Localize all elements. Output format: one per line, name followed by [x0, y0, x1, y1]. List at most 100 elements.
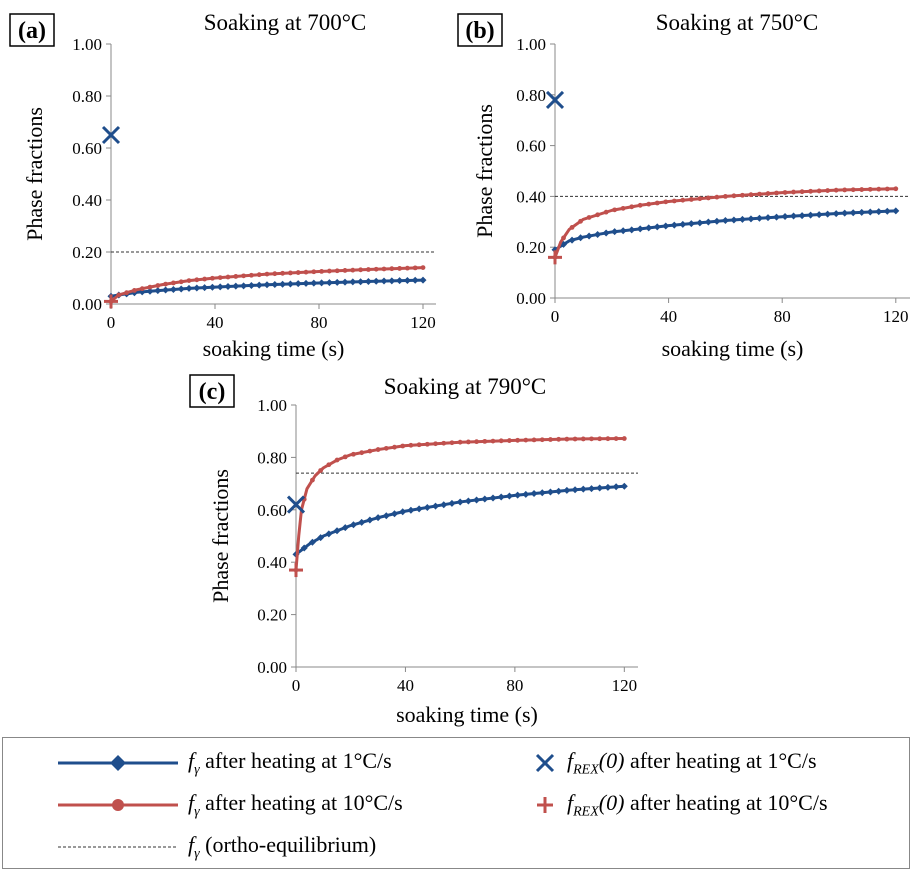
- marker-circle: [884, 186, 890, 192]
- x-tick-label: 80: [774, 307, 791, 326]
- marker-circle: [697, 196, 703, 202]
- marker-diamond: [883, 207, 891, 215]
- marker-circle: [723, 194, 728, 199]
- x-axis-label: soaking time (s): [662, 336, 804, 361]
- y-tick-label: 0.60: [516, 137, 546, 156]
- marker-circle: [765, 191, 771, 196]
- marker-circle: [412, 265, 418, 271]
- marker-circle: [637, 202, 643, 208]
- marker-circle: [334, 457, 340, 463]
- marker-diamond: [390, 510, 398, 518]
- marker-diamond: [596, 484, 604, 492]
- marker-diamond: [798, 212, 806, 220]
- marker-diamond: [169, 285, 177, 293]
- marker-diamond: [670, 221, 678, 229]
- chart-title: Soaking at 750°C: [656, 10, 819, 35]
- legend-swatch-blue-x: [535, 754, 555, 773]
- marker-circle: [680, 197, 686, 203]
- marker-diamond: [747, 215, 755, 223]
- marker-circle: [799, 189, 805, 195]
- marker-diamond: [824, 210, 832, 218]
- marker-circle: [155, 283, 161, 288]
- marker-diamond: [892, 207, 900, 215]
- y-tick-label: 0.40: [516, 187, 546, 206]
- marker-diamond: [286, 280, 294, 288]
- marker-diamond: [374, 514, 382, 522]
- marker-circle: [572, 436, 578, 442]
- marker-diamond: [696, 219, 704, 227]
- marker-circle: [842, 187, 848, 193]
- marker-circle: [613, 436, 619, 442]
- panel-label-box: [189, 374, 235, 408]
- marker-diamond: [388, 277, 396, 285]
- marker-diamond: [279, 280, 287, 288]
- marker-circle: [408, 442, 414, 448]
- marker-diamond: [538, 489, 546, 497]
- marker-circle: [740, 192, 745, 198]
- marker-diamond: [704, 218, 712, 226]
- marker-circle: [241, 273, 247, 279]
- marker-diamond: [255, 281, 263, 289]
- panel-label: (b): [465, 18, 494, 44]
- marker-diamond: [612, 483, 620, 491]
- marker-diamond: [577, 234, 585, 242]
- chart-figure: (a) Soaking at 700°C 0.00 0.20 0.40 0.60 0.80 1…: [9, 10, 910, 727]
- marker-circle: [424, 441, 430, 447]
- marker-diamond: [317, 534, 325, 542]
- marker-circle: [705, 195, 711, 201]
- marker-circle: [233, 274, 239, 279]
- marker-circle: [774, 190, 779, 196]
- panel-label-box: [457, 13, 503, 47]
- y-tick-label: 0.00: [72, 295, 102, 314]
- marker-diamond: [585, 232, 593, 240]
- x-tick-label: 40: [207, 313, 224, 332]
- marker-circle: [482, 438, 488, 444]
- marker-circle: [310, 477, 315, 483]
- marker-diamond: [411, 276, 419, 284]
- marker-circle: [556, 436, 562, 442]
- marker-diamond: [653, 223, 661, 231]
- marker-diamond: [790, 212, 798, 220]
- marker-circle: [539, 437, 545, 443]
- marker-circle: [217, 275, 223, 281]
- x-tick-label: 120: [410, 313, 436, 332]
- marker-diamond: [530, 490, 538, 498]
- marker-diamond: [448, 499, 456, 507]
- marker-circle: [586, 215, 592, 220]
- marker-circle: [280, 270, 285, 276]
- marker-diamond: [162, 286, 170, 294]
- marker-circle: [449, 440, 455, 446]
- marker-circle: [465, 439, 471, 445]
- marker-diamond: [620, 482, 628, 490]
- marker-circle: [397, 266, 402, 271]
- y-tick-label: 1.00: [72, 35, 102, 54]
- marker-circle: [350, 267, 356, 273]
- marker-circle: [264, 271, 270, 277]
- marker-circle: [782, 190, 788, 195]
- marker-diamond: [440, 501, 448, 509]
- marker-diamond: [201, 284, 209, 292]
- legend-swatch-dashed: [58, 846, 178, 848]
- marker-diamond: [154, 287, 162, 295]
- x-tick-label: 120: [883, 307, 909, 326]
- marker-diamond: [177, 285, 185, 293]
- y-tick-label: 0.00: [257, 658, 287, 677]
- marker-diamond: [611, 228, 619, 236]
- marker-circle: [548, 437, 553, 442]
- marker-circle: [342, 454, 348, 460]
- marker-diamond: [781, 213, 789, 221]
- marker-diamond: [679, 220, 687, 228]
- marker-circle: [392, 444, 397, 450]
- chart-panel-2: (b) Soaking at 750°C 0.00 0.20 0.40 0.60 0.80 1…: [457, 10, 910, 361]
- marker-diamond: [522, 490, 530, 498]
- y-tick-label: 0.80: [516, 86, 546, 105]
- x-tick-label: 80: [506, 676, 523, 695]
- marker-diamond: [473, 496, 481, 504]
- marker-circle: [405, 265, 410, 271]
- marker-circle: [367, 448, 373, 454]
- marker-diamond: [563, 486, 571, 494]
- marker-circle: [564, 436, 570, 442]
- marker-diamond: [489, 494, 497, 502]
- marker-circle: [373, 266, 379, 272]
- marker-diamond: [832, 210, 840, 218]
